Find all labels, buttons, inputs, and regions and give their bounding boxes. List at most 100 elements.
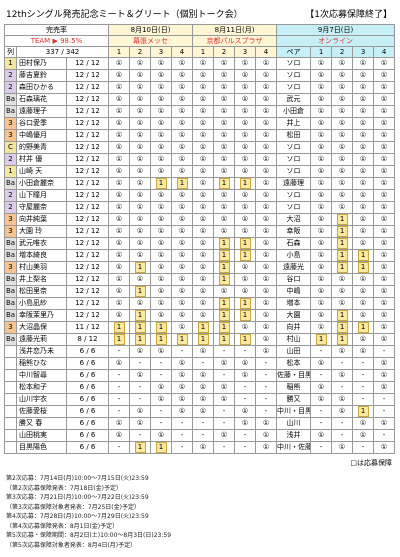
session-cell: - xyxy=(234,429,257,442)
session-cell: ① xyxy=(310,309,333,322)
count: 12 / 12 xyxy=(65,189,110,202)
session-cell: - xyxy=(373,405,396,418)
session-cell: 1 xyxy=(129,285,152,298)
guaranteed-slot: 1 xyxy=(218,310,230,321)
session-cell: ① xyxy=(373,213,396,226)
session-cell: ① xyxy=(352,273,375,286)
session-cell: ① xyxy=(331,345,354,358)
session-cell: ① xyxy=(171,153,194,166)
guaranteed-slot: 1 xyxy=(239,250,251,261)
session-cell: ① xyxy=(150,201,173,214)
session-cell: ① xyxy=(213,93,236,106)
session-cell: 1 xyxy=(213,237,236,250)
session-cell: ① xyxy=(129,369,152,382)
session-cell: ① xyxy=(171,117,194,130)
pair: 井上 xyxy=(276,117,312,130)
session-cell: ① xyxy=(150,81,173,94)
session-cell: ① xyxy=(150,237,173,250)
guaranteed-slot: 1 xyxy=(155,178,167,189)
session-cell: - xyxy=(373,429,396,442)
day-date: 9月7日(日) xyxy=(276,24,396,36)
member-name: 森田ひかる xyxy=(16,81,67,94)
member-name: 稲熊ひな xyxy=(16,357,67,370)
session-cell: ① xyxy=(310,81,333,94)
session-cell: ① xyxy=(171,189,194,202)
session-cell: ① xyxy=(373,333,396,346)
session-cell: ① xyxy=(129,297,152,310)
member-name: 武元唯衣 xyxy=(16,237,67,250)
pair: 大沼 xyxy=(276,213,312,226)
tag: Ba xyxy=(4,249,17,262)
session-cell: ① xyxy=(234,321,257,334)
session-number: 4 xyxy=(373,46,396,58)
session-cell: ① xyxy=(331,297,354,310)
member-name: 中嶋優月 xyxy=(16,129,67,142)
session-cell: ① xyxy=(129,141,152,154)
session-cell: ① xyxy=(150,249,173,262)
session-cell: ① xyxy=(213,69,236,82)
session-number: 4 xyxy=(255,46,278,58)
session-cell: ① xyxy=(373,153,396,166)
session-cell: ① xyxy=(352,285,375,298)
session-cell: ① xyxy=(352,201,375,214)
count: 6 / 6 xyxy=(65,369,110,382)
session-cell: - xyxy=(255,393,278,406)
session-cell: - xyxy=(192,357,215,370)
tag xyxy=(4,369,17,382)
tag: Ba xyxy=(4,333,17,346)
session-cell: ① xyxy=(150,297,173,310)
session-cell: 1 xyxy=(331,249,354,262)
count: 12 / 12 xyxy=(65,153,110,166)
session-cell: ① xyxy=(171,369,194,382)
session-cell: ① xyxy=(373,297,396,310)
session-cell: ① xyxy=(108,153,131,166)
count: 12 / 12 xyxy=(65,177,110,190)
row: Ba 井上梨名 12 / 12 ① ① ① ① ① 1 ① ① 谷口 ① ① ① ① xyxy=(4,273,396,286)
guaranteed-slot: 1 xyxy=(134,334,146,345)
note: （第5次応募保障対象者発表：8月4日(月)予定） xyxy=(6,541,137,549)
session-cell: ① xyxy=(192,249,215,262)
session-cell: ① xyxy=(171,213,194,226)
member-name: 石森璃花 xyxy=(16,93,67,106)
tag: 3 xyxy=(4,321,17,334)
session-cell: - xyxy=(150,369,173,382)
member-name: 増本綺良 xyxy=(16,249,67,262)
session-cell: - xyxy=(171,441,194,454)
tag: Ba xyxy=(4,285,17,298)
session-cell: ① xyxy=(213,213,236,226)
session-cell: 1 xyxy=(213,261,236,274)
session-cell: ① xyxy=(255,441,278,454)
session-cell: ① xyxy=(352,129,375,142)
guaranteed-slot: 1 xyxy=(218,274,230,285)
session-cell: ① xyxy=(150,309,173,322)
session-cell: ① xyxy=(352,237,375,250)
session-cell: - xyxy=(234,345,257,358)
session-cell: ① xyxy=(352,141,375,154)
title: 12thシングル発売記念ミート＆グリート（個別トーク会） xyxy=(6,10,243,20)
session-cell: ① xyxy=(255,201,278,214)
session-cell: ① xyxy=(213,201,236,214)
rate-cell: TEAM ▶ 98.5% xyxy=(3,35,110,47)
session-cell: - xyxy=(150,417,173,430)
session-cell: ① xyxy=(373,81,396,94)
session-cell: ① xyxy=(373,285,396,298)
count: 8 / 12 xyxy=(65,333,110,346)
pair: ソロ xyxy=(276,153,312,166)
session-cell: ① xyxy=(129,81,152,94)
guaranteed-slot: 1 xyxy=(315,334,327,345)
row: C 的野美青 12 / 12 ① ① ① ① ① ① ① ① ソロ ① ① ① ① xyxy=(4,141,396,154)
session-number: 3 xyxy=(150,46,173,58)
day-date: 8月11日(月) xyxy=(192,24,278,36)
session-cell: 1 xyxy=(150,177,173,190)
row: 松本和子 6 / 6- - ① ① ① ① - - 稲熊 ① - - ① xyxy=(4,381,396,394)
session-cell: ① xyxy=(171,57,194,70)
session-cell: 1 xyxy=(129,321,152,334)
session-cell: ① xyxy=(331,273,354,286)
session-number: 1 xyxy=(108,46,131,58)
session-cell: ① xyxy=(213,141,236,154)
session-cell: ① xyxy=(108,273,131,286)
legend: □は応募保障 xyxy=(350,459,392,467)
member-name: 守屋麗奈 xyxy=(16,201,67,214)
guaranteed-slot: 1 xyxy=(197,334,209,345)
session-cell: ① xyxy=(331,141,354,154)
